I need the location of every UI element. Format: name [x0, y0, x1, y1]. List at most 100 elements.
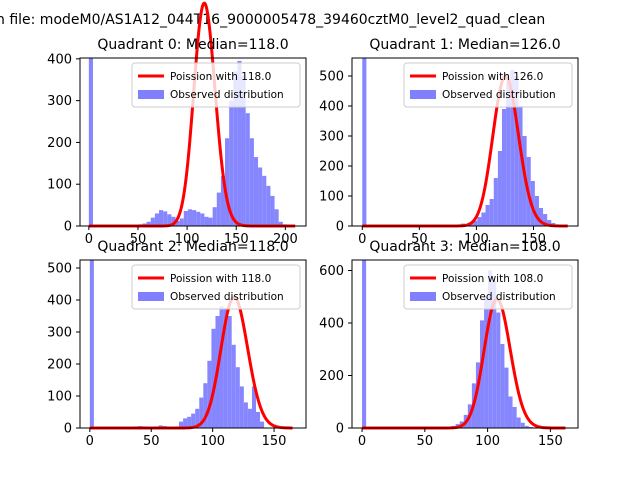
- histogram-bar: [192, 210, 197, 226]
- legend-box: [131, 264, 301, 310]
- histogram-bar: [260, 421, 265, 428]
- histogram-bar: [237, 60, 242, 227]
- histogram-bar: [204, 216, 209, 226]
- histogram-bar: [516, 417, 521, 428]
- y-tick-label: 300: [47, 94, 72, 109]
- histogram-bar: [216, 192, 221, 226]
- histogram-bar: [203, 383, 208, 428]
- histogram-bar: [497, 151, 502, 226]
- histogram-bar: [211, 328, 216, 428]
- legend-label-curve: Poission with 108.0: [442, 273, 543, 285]
- histogram-bar: [543, 214, 548, 226]
- y-tick-label: 500: [47, 262, 72, 277]
- histogram-bar: [362, 58, 367, 226]
- legend: Poission with 118.0 Observed distribution: [131, 62, 301, 108]
- axes-frame: [351, 259, 579, 429]
- histogram-bar: [512, 407, 517, 428]
- histogram-bar: [207, 360, 212, 428]
- histogram-bar: [500, 344, 505, 428]
- histogram-bar: [473, 220, 478, 226]
- histogram-bar: [159, 210, 164, 226]
- histogram-bar: [179, 218, 184, 226]
- histogram-bar: [239, 386, 244, 428]
- histogram-bar: [212, 207, 217, 226]
- histogram-bar: [247, 408, 252, 428]
- legend: Poission with 118.0 Observed distribution: [131, 264, 301, 310]
- histogram-bar: [501, 109, 507, 226]
- histogram-bar: [167, 214, 172, 226]
- histogram-bar: [251, 386, 257, 428]
- histogram-bar: [266, 185, 271, 226]
- y-tick-label: 200: [47, 136, 72, 151]
- x-tick-label: 150: [262, 434, 287, 449]
- legend-label-hist: Observed distribution: [170, 89, 284, 101]
- x-tick-label: 0: [85, 232, 93, 247]
- y-tick-label: 400: [319, 317, 344, 332]
- histogram-bar: [477, 217, 482, 226]
- histogram-bar: [89, 260, 94, 428]
- histogram-bar: [508, 396, 513, 428]
- y-tick-label: 200: [319, 160, 344, 175]
- legend-label-curve: Poission with 118.0: [170, 71, 271, 83]
- histogram-bar: [262, 175, 267, 226]
- x-tick-label: 100: [475, 434, 500, 449]
- histogram-bar: [199, 397, 204, 428]
- histogram-bar: [219, 306, 224, 428]
- y-tick-label: 100: [47, 178, 72, 193]
- legend-box: [131, 62, 301, 108]
- legend-hist-swatch: [138, 90, 164, 99]
- subplot-title: Quadrant 3: Median=108.0: [369, 239, 560, 255]
- x-tick-label: 100: [200, 434, 225, 449]
- y-tick-label: 300: [47, 326, 72, 341]
- histogram-bar: [154, 213, 160, 226]
- histogram-bar: [278, 221, 283, 226]
- histogram-bar: [196, 211, 201, 226]
- histogram-bar: [191, 413, 196, 428]
- histogram-bar: [223, 308, 228, 428]
- legend-label-hist: Observed distribution: [170, 291, 284, 303]
- subplot-title: Quadrant 0: Median=118.0: [97, 37, 288, 53]
- y-tick-label: 200: [47, 358, 72, 373]
- histogram-bar: [253, 157, 259, 226]
- histogram-bar: [475, 362, 481, 428]
- histogram-bar: [256, 412, 261, 428]
- y-tick-label: 300: [319, 130, 344, 145]
- subplot-3: 0 50 100 150 0 200 400 600 Quadrant 3: Median=10…: [319, 239, 579, 449]
- histogram-bar: [249, 138, 254, 226]
- y-tick-label: 0: [64, 220, 72, 235]
- x-tick-label: 200: [273, 232, 298, 247]
- subplot-2: 0 50 100 150 0 100 200 300 400 500 Quadrant 2: Med…: [47, 239, 307, 449]
- y-tick-label: 400: [319, 100, 344, 115]
- histogram-bar: [362, 260, 367, 428]
- y-tick-label: 500: [319, 70, 344, 85]
- histogram-bar: [484, 296, 489, 428]
- legend-box: [403, 62, 573, 108]
- subplot-title: Quadrant 2: Median=118.0: [97, 239, 288, 255]
- histogram-bar: [231, 344, 236, 428]
- histogram-bar: [520, 422, 525, 428]
- histogram-bar: [530, 181, 535, 226]
- histogram-bar: [488, 270, 493, 428]
- histogram-bar: [258, 167, 263, 226]
- x-tick-label: 150: [224, 232, 249, 247]
- axes-frame: [351, 57, 579, 227]
- legend-hist-swatch: [410, 292, 436, 301]
- histogram-bar: [163, 211, 168, 226]
- histogram-bar: [241, 75, 246, 226]
- x-tick-label: 0: [358, 434, 366, 449]
- histogram-bar: [489, 199, 494, 226]
- histogram-bar: [514, 76, 519, 226]
- histogram-bar: [195, 408, 200, 428]
- histogram-bar: [187, 209, 193, 226]
- histogram-bar: [485, 205, 490, 226]
- subplot-title: Quadrant 1: Median=126.0: [369, 37, 560, 53]
- legend: Poission with 108.0 Observed distribution: [403, 264, 573, 310]
- x-tick-label: 50: [411, 232, 428, 247]
- histogram-bar: [245, 113, 250, 226]
- histogram-bar: [225, 138, 230, 226]
- histogram-bar: [183, 210, 188, 226]
- y-tick-label: 0: [336, 422, 344, 437]
- legend-label-hist: Observed distribution: [442, 291, 556, 303]
- poisson-curve-line: [361, 297, 567, 430]
